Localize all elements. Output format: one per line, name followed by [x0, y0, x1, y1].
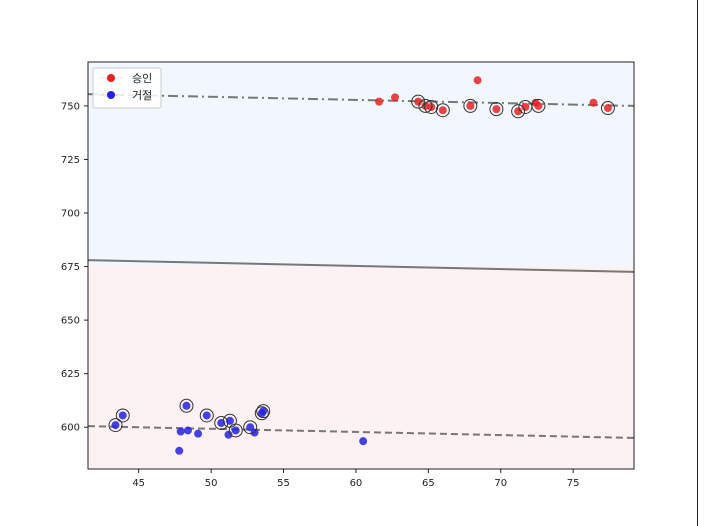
- data-point-rejected-4: [182, 401, 191, 410]
- support-vector-ring-9: [256, 404, 271, 419]
- data-point-rejected-9: [224, 430, 233, 439]
- plot-frame: [87, 61, 635, 470]
- approved-region: [88, 62, 634, 267]
- support-vector-ring-16: [511, 104, 526, 119]
- support-vector-ring-10: [411, 94, 426, 109]
- data-points: [111, 76, 612, 455]
- y-tick-label-675: 675: [61, 262, 80, 273]
- data-point-rejected-5: [183, 426, 192, 435]
- decision-boundary-line: [87, 259, 635, 273]
- legend-approved-label: 승인: [132, 72, 152, 85]
- data-point-approved-4: [427, 102, 436, 111]
- data-point-rejected-6: [194, 429, 203, 438]
- support-vector-markers: [108, 94, 615, 438]
- y-tick-label-700: 700: [61, 209, 80, 220]
- data-point-rejected-3: [176, 427, 185, 436]
- y-tick-label-600: 600: [61, 423, 80, 434]
- data-point-approved-13: [589, 98, 598, 107]
- support-vector-ring-13: [435, 103, 450, 118]
- support-vector-ring-11: [418, 98, 433, 113]
- data-point-approved-9: [514, 107, 523, 116]
- data-point-approved-0: [375, 97, 384, 106]
- legend-rejected-marker: [107, 91, 115, 99]
- data-point-rejected-15: [259, 407, 268, 416]
- support-vector-ring-15: [489, 102, 504, 117]
- data-point-approved-2: [414, 97, 423, 106]
- y-tick-label-650: 650: [61, 316, 80, 327]
- x-tick-label-55: 55: [277, 478, 290, 489]
- data-point-approved-10: [521, 102, 530, 111]
- support-vector-ring-7: [243, 420, 258, 435]
- support-vector-ring-3: [199, 408, 214, 423]
- data-point-rejected-1: [118, 411, 127, 420]
- support-vector-ring-19: [600, 101, 615, 116]
- data-point-rejected-7: [202, 411, 211, 420]
- legend-approved-marker: [107, 74, 115, 82]
- support-vector-ring-2: [179, 398, 194, 413]
- data-point-approved-8: [492, 105, 501, 114]
- y-axis-ticks: 600 625 650 675 700 725 750: [61, 101, 88, 434]
- x-tick-label-65: 65: [422, 478, 435, 489]
- support-vector-ring-18: [531, 98, 546, 113]
- data-point-approved-6: [466, 101, 475, 110]
- data-point-rejected-16: [359, 437, 368, 446]
- x-tick-label-50: 50: [205, 478, 218, 489]
- support-vector-ring-4: [214, 415, 229, 430]
- window-edge-line: [697, 0, 698, 526]
- y-tick-label-725: 725: [61, 155, 80, 166]
- legend-rejected-label: 거절: [132, 89, 152, 102]
- data-point-rejected-2: [175, 446, 184, 455]
- data-point-approved-14: [603, 104, 612, 113]
- x-tick-label-60: 60: [350, 478, 363, 489]
- support-vector-ring-8: [254, 406, 269, 421]
- legend: 승인 거절: [92, 67, 162, 109]
- data-point-rejected-12: [246, 423, 255, 432]
- y-tick-label-750: 750: [61, 101, 80, 112]
- data-point-approved-5: [438, 106, 447, 115]
- x-tick-label-70: 70: [494, 478, 507, 489]
- x-tick-label-75: 75: [567, 478, 580, 489]
- data-point-approved-7: [473, 76, 482, 85]
- data-point-rejected-0: [111, 421, 120, 430]
- y-tick-label-625: 625: [61, 369, 80, 380]
- upper-margin-line: [87, 93, 635, 107]
- x-axis-ticks: 45 50 55 60 65 70 75: [132, 469, 580, 489]
- support-vector-ring-0: [108, 418, 123, 433]
- support-vector-ring-1: [115, 408, 130, 423]
- data-point-rejected-11: [231, 426, 240, 435]
- data-point-approved-1: [391, 93, 400, 102]
- data-point-approved-12: [534, 101, 543, 110]
- support-vector-ring-14: [463, 98, 478, 113]
- x-tick-label-45: 45: [132, 478, 145, 489]
- support-vector-ring-6: [228, 423, 243, 438]
